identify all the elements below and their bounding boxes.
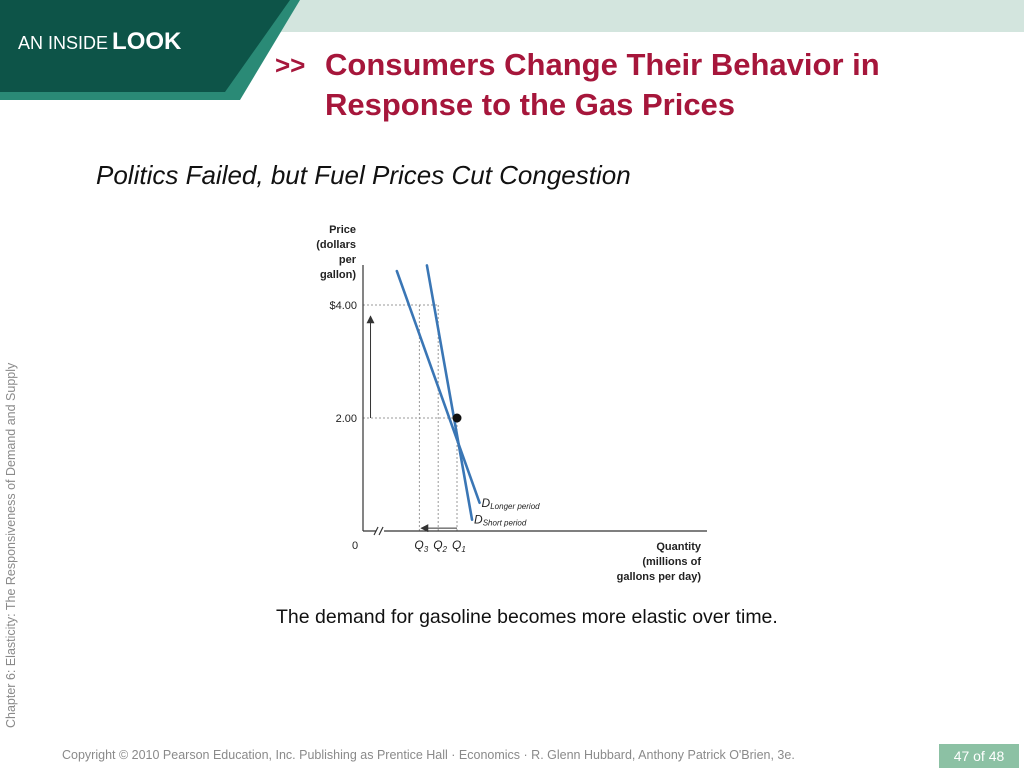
y-axis-title-line: (dollars [316, 239, 356, 251]
x-tick-subscript: 1 [461, 545, 465, 554]
x-tick-label: Q3 [414, 538, 428, 554]
x-axis-title-line: gallons per day) [617, 571, 702, 583]
y-axis-title-line: Price [329, 224, 356, 236]
x-tick-subscript: 3 [424, 545, 429, 554]
copyright-text: Copyright © 2010 Pearson Education, Inc.… [62, 748, 795, 762]
demand-curve-2 [425, 264, 474, 522]
page-number: 47 of 48 [939, 744, 1019, 768]
demand-chart: Price (dollars per gallon) Quantity (millions… [316, 224, 707, 583]
x-axis-title-line: (millions of [642, 556, 701, 568]
y-tick-label: $4.00 [329, 300, 357, 312]
page-title: Consumers Change Their Behavior in Respo… [325, 47, 880, 122]
title-arrows: >> [275, 50, 306, 80]
series-label: DLonger period [482, 496, 541, 511]
x-axis-title-line: Quantity [656, 541, 701, 553]
slide-subtitle: Politics Failed, but Fuel Prices Cut Con… [96, 160, 631, 190]
badge-look: LOOK [112, 28, 182, 55]
axis-break-gap [376, 525, 385, 537]
header-banner [0, 0, 1024, 100]
banner-light-strip [265, 0, 1024, 32]
series-label-subscript: Longer period [490, 502, 540, 511]
series-label-subscript: Short period [483, 519, 527, 528]
banner-dark-band [0, 0, 290, 92]
y-axis-title-line: gallon) [320, 269, 356, 281]
inside-look-badge: AN INSIDE LOOK [18, 28, 181, 56]
x-tick-label: 0 [352, 540, 358, 552]
chapter-side-label: Chapter 6: Elasticity: The Responsivenes… [4, 362, 18, 728]
badge-prefix: AN INSIDE [18, 33, 109, 53]
y-tick-label: 2.00 [336, 413, 357, 425]
series-label: DShort period [474, 513, 527, 528]
equilibrium-point [452, 413, 462, 423]
axis-break-mark [373, 526, 379, 536]
x-tick-label: Q1 [452, 538, 466, 554]
chart-caption: The demand for gasoline becomes more ela… [276, 606, 778, 628]
axis-break-mark [378, 526, 384, 536]
demand-curve-1 [395, 269, 481, 505]
x-tick-label: Q2 [433, 538, 447, 554]
x-tick-subscript: 2 [442, 545, 448, 554]
y-axis-title-line: per [339, 254, 357, 266]
